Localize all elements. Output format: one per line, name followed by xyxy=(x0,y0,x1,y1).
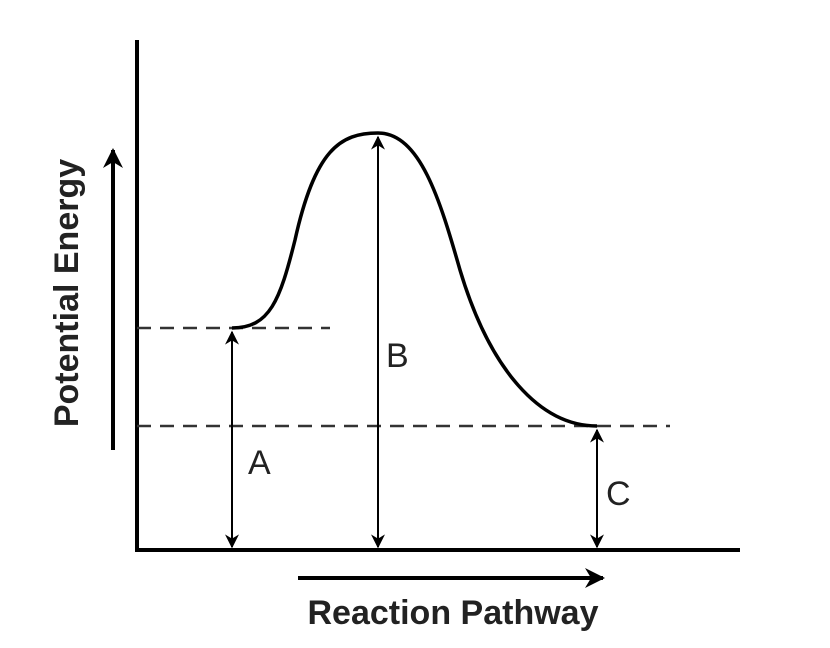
label-c: C xyxy=(606,475,631,513)
x-axis-label: Reaction Pathway xyxy=(308,594,599,632)
label-b: B xyxy=(386,337,409,375)
energy-curve xyxy=(231,131,598,428)
label-a: A xyxy=(248,444,271,482)
y-axis-label: Potential Energy xyxy=(48,159,86,427)
